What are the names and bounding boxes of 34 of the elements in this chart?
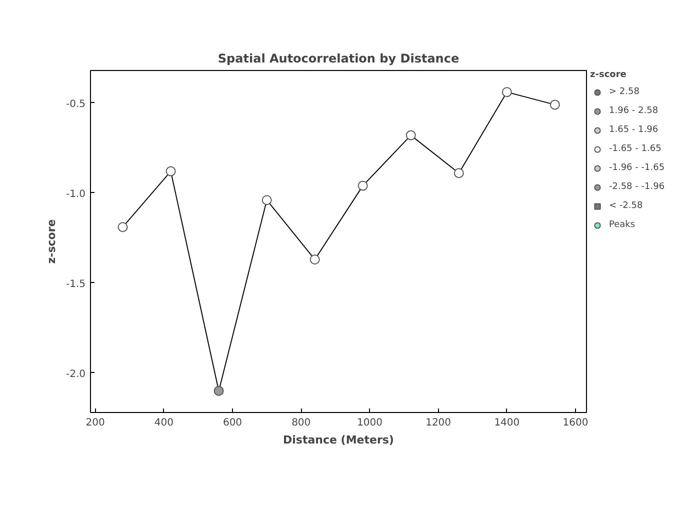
point	[214, 386, 224, 396]
point	[118, 222, 128, 232]
point	[358, 180, 368, 191]
y-tick-label: -2.0	[66, 368, 86, 380]
legend-label: -2.58 - -1.96	[609, 182, 665, 192]
legend-label: Peaks	[609, 220, 636, 230]
x-tick-label: 800	[292, 418, 311, 428]
chart-title: Spatial Autocorrelation by Distance	[218, 52, 460, 66]
point	[406, 130, 416, 140]
legend-label: -1.65 - 1.65	[609, 144, 662, 154]
y-axis-title: z-score	[44, 219, 58, 264]
x-tick-label: 1400	[494, 418, 520, 428]
legend-label: < -2.58	[609, 201, 643, 211]
point	[262, 195, 272, 206]
point	[310, 254, 320, 264]
point	[166, 166, 176, 176]
legend-label: > 2.58	[609, 87, 640, 97]
x-tick-label: 1200	[426, 418, 452, 428]
x-tick-label: 200	[86, 418, 105, 428]
point	[550, 100, 560, 110]
x-tick-label: 600	[222, 418, 242, 428]
legend-label: -1.96 - -1.65	[609, 163, 665, 173]
y-tick-label: -1.5	[66, 278, 86, 290]
x-axis-title: Distance (Meters)	[283, 434, 394, 446]
x-tick-label: 1000	[356, 418, 382, 428]
y-tick-label: -1.0	[66, 188, 86, 200]
point	[502, 87, 512, 98]
x-tick-label: 1600	[562, 418, 588, 428]
point	[454, 168, 464, 178]
y-tick-label: -0.5	[66, 98, 86, 110]
legend-label: 1.96 - 2.58	[609, 106, 658, 116]
legend-title: z-score	[590, 70, 628, 80]
x-tick-label: 400	[154, 418, 174, 428]
legend-label: 1.65 - 1.96	[609, 125, 658, 135]
